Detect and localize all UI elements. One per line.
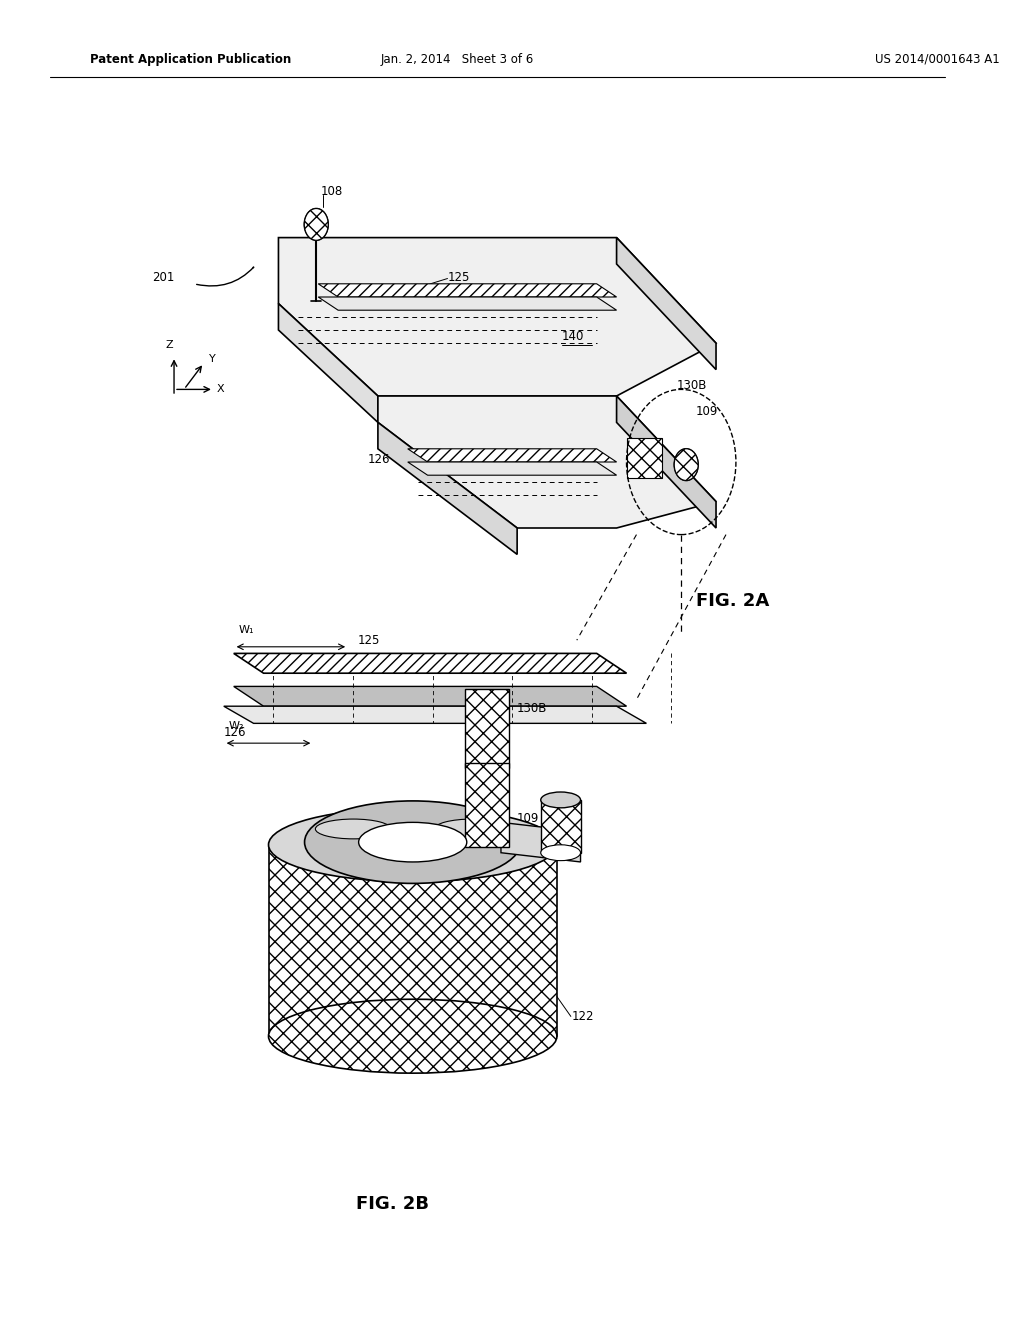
Ellipse shape <box>268 999 557 1073</box>
Text: 125: 125 <box>358 634 380 647</box>
Text: Jan. 2, 2014   Sheet 3 of 6: Jan. 2, 2014 Sheet 3 of 6 <box>381 53 535 66</box>
Ellipse shape <box>268 808 557 882</box>
Text: W₂: W₂ <box>228 721 245 731</box>
Polygon shape <box>279 238 716 396</box>
Text: 125: 125 <box>447 271 470 284</box>
Polygon shape <box>279 304 378 422</box>
Polygon shape <box>616 238 716 370</box>
Polygon shape <box>501 822 581 862</box>
Ellipse shape <box>304 801 521 883</box>
Text: 130B: 130B <box>676 379 707 392</box>
Text: 109: 109 <box>696 405 719 418</box>
Ellipse shape <box>434 818 510 840</box>
Polygon shape <box>378 422 517 554</box>
Text: 140: 140 <box>562 330 585 343</box>
Polygon shape <box>318 297 616 310</box>
Circle shape <box>674 449 698 480</box>
FancyBboxPatch shape <box>627 438 663 478</box>
Text: Y: Y <box>209 354 216 364</box>
Polygon shape <box>616 396 716 528</box>
Text: Patent Application Publication: Patent Application Publication <box>89 53 291 66</box>
Text: 122: 122 <box>571 1010 594 1023</box>
Polygon shape <box>224 706 646 723</box>
Text: W₁: W₁ <box>239 624 254 635</box>
Ellipse shape <box>541 845 581 861</box>
Polygon shape <box>541 800 581 853</box>
Text: Z: Z <box>165 339 173 350</box>
Polygon shape <box>408 449 616 462</box>
Polygon shape <box>268 845 557 1036</box>
Text: FIG. 2A: FIG. 2A <box>696 591 769 610</box>
Ellipse shape <box>541 792 581 808</box>
Text: 201: 201 <box>152 271 174 284</box>
Text: 108: 108 <box>321 185 342 198</box>
Circle shape <box>304 209 328 240</box>
Polygon shape <box>233 653 627 673</box>
Ellipse shape <box>315 818 391 840</box>
Polygon shape <box>408 462 616 475</box>
Circle shape <box>304 209 328 240</box>
Circle shape <box>674 449 698 480</box>
Text: 130B: 130B <box>517 702 548 715</box>
Polygon shape <box>318 284 616 297</box>
FancyArrowPatch shape <box>197 267 254 286</box>
Text: 126: 126 <box>224 726 246 739</box>
Text: FIG. 2B: FIG. 2B <box>356 1195 429 1213</box>
Text: 126: 126 <box>368 453 390 466</box>
FancyBboxPatch shape <box>466 763 509 847</box>
FancyBboxPatch shape <box>466 689 509 768</box>
Polygon shape <box>233 686 627 706</box>
Text: 109: 109 <box>517 812 540 825</box>
Ellipse shape <box>358 822 467 862</box>
Polygon shape <box>378 396 716 528</box>
Text: US 2014/0001643 A1: US 2014/0001643 A1 <box>876 53 999 66</box>
Text: X: X <box>217 384 224 395</box>
